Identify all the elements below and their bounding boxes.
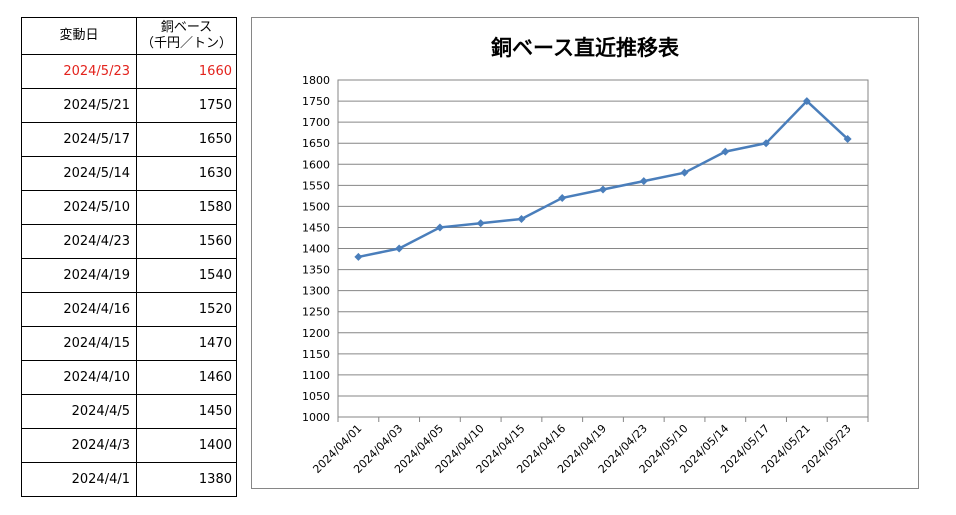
data-point bbox=[517, 215, 526, 224]
data-point bbox=[843, 134, 852, 143]
data-point bbox=[395, 244, 404, 253]
date-cell: 2024/5/14 bbox=[21, 156, 137, 191]
price-cell: 1470 bbox=[136, 326, 237, 361]
price-cell: 1650 bbox=[136, 122, 237, 157]
date-cell: 2024/5/21 bbox=[21, 88, 137, 123]
table-row: 2024/4/15 1470 bbox=[21, 326, 237, 361]
price-cell: 1520 bbox=[136, 292, 237, 327]
price-cell: 1460 bbox=[136, 360, 237, 395]
table-row: 2024/4/5 1450 bbox=[21, 394, 237, 429]
table-row: 2024/4/23 1560 bbox=[21, 224, 237, 259]
chart-title: 銅ベース直近推移表 bbox=[491, 36, 679, 60]
data-point bbox=[802, 97, 811, 106]
date-column-header: 変動日 bbox=[21, 17, 137, 55]
table-row: 2024/4/10 1460 bbox=[21, 360, 237, 395]
plot-frame bbox=[337, 79, 869, 418]
date-cell: 2024/4/3 bbox=[21, 428, 137, 463]
chart-area: 銅ベース直近推移表 1000 1050 1100 1150 1200 1250 1300 13… bbox=[251, 17, 919, 489]
table-row: 2024/5/17 1650 bbox=[21, 122, 237, 157]
y-tick-label: 1100 bbox=[302, 369, 330, 382]
y-tick-label: 1050 bbox=[302, 390, 330, 403]
data-point bbox=[435, 223, 444, 232]
y-tick-label: 1700 bbox=[302, 116, 330, 129]
table-row: 2024/5/14 1630 bbox=[21, 156, 237, 191]
price-cell: 1400 bbox=[136, 428, 237, 463]
date-cell: 2024/4/5 bbox=[21, 394, 137, 429]
y-tick-label: 1150 bbox=[302, 348, 330, 361]
y-tick-label: 1500 bbox=[302, 200, 330, 213]
price-cell: 1660 bbox=[136, 54, 237, 89]
y-tick-label: 1250 bbox=[302, 306, 330, 319]
price-column-header: 銅ベース （千円／トン） bbox=[136, 17, 237, 55]
y-tick-label: 1400 bbox=[302, 243, 330, 256]
y-tick-label: 1800 bbox=[302, 74, 330, 87]
price-cell: 1380 bbox=[136, 462, 237, 497]
y-tick-label: 1450 bbox=[302, 221, 330, 234]
table-row: 2024/4/19 1540 bbox=[21, 258, 237, 293]
data-point bbox=[476, 219, 485, 228]
price-cell: 1560 bbox=[136, 224, 237, 259]
table-row: 2024/5/23 1660 bbox=[21, 54, 237, 89]
y-tick-label: 1650 bbox=[302, 137, 330, 150]
data-point bbox=[599, 185, 607, 194]
data-point bbox=[558, 193, 567, 202]
y-tick-label: 1350 bbox=[302, 264, 330, 277]
table-row: 2024/4/1 1380 bbox=[21, 462, 237, 497]
price-cell: 1580 bbox=[136, 190, 237, 225]
price-header-unit: （千円／トン） bbox=[140, 36, 232, 51]
data-point bbox=[639, 177, 648, 186]
y-tick-label: 1300 bbox=[302, 285, 330, 298]
date-cell: 2024/5/23 bbox=[21, 54, 137, 89]
date-cell: 2024/4/19 bbox=[21, 258, 137, 293]
data-point bbox=[680, 168, 689, 177]
price-cell: 1750 bbox=[136, 88, 237, 123]
date-cell: 2024/5/10 bbox=[21, 190, 137, 225]
table-row: 2024/5/21 1750 bbox=[21, 88, 237, 123]
y-tick-label: 1000 bbox=[302, 411, 330, 424]
data-point bbox=[762, 139, 771, 148]
y-tick-label: 1600 bbox=[302, 158, 330, 171]
y-tick-label: 1200 bbox=[302, 327, 330, 340]
date-cell: 2024/4/15 bbox=[21, 326, 137, 361]
price-cell: 1540 bbox=[136, 258, 237, 293]
date-cell: 2024/4/16 bbox=[21, 292, 137, 327]
price-cell: 1450 bbox=[136, 394, 237, 429]
data-point bbox=[354, 252, 363, 261]
line-chart: 1000 1050 1100 1150 1200 1250 1300 1350 1400 1450… bbox=[302, 74, 869, 476]
y-tick-label: 1550 bbox=[302, 179, 330, 192]
table-row: 2024/5/10 1580 bbox=[21, 190, 237, 225]
table-row: 2024/4/3 1400 bbox=[21, 428, 237, 463]
table-header-row: 変動日 銅ベース （千円／トン） bbox=[21, 17, 237, 55]
date-cell: 2024/4/23 bbox=[21, 224, 137, 259]
price-table: 変動日 銅ベース （千円／トン） 2024/5/23 1660 2024/5/21 1… bbox=[21, 17, 237, 497]
date-cell: 2024/4/10 bbox=[21, 360, 137, 395]
price-cell: 1630 bbox=[136, 156, 237, 191]
date-cell: 2024/4/1 bbox=[21, 462, 137, 497]
table-row: 2024/4/16 1520 bbox=[21, 292, 237, 327]
data-point bbox=[721, 147, 730, 156]
series-line bbox=[358, 99, 849, 259]
y-tick-label: 1750 bbox=[302, 95, 330, 108]
price-header-label: 銅ベース bbox=[160, 20, 213, 35]
date-cell: 2024/5/17 bbox=[21, 122, 137, 157]
